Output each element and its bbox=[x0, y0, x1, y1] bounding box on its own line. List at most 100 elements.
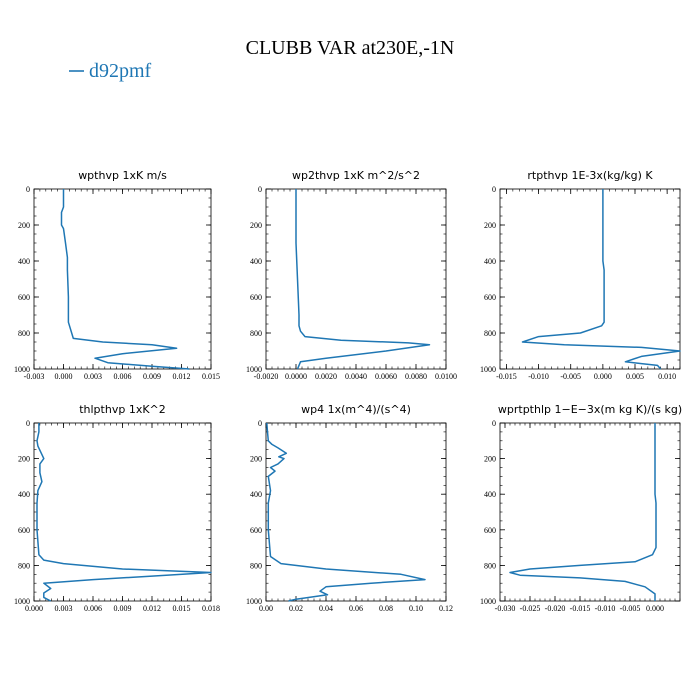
x-tick-label: 0.000 bbox=[646, 604, 664, 613]
x-tick-label: -0.015 bbox=[496, 372, 517, 381]
x-tick-label: 0.0060 bbox=[375, 372, 397, 381]
y-tick-label: 400 bbox=[484, 257, 496, 266]
x-tick-label: 0.10 bbox=[409, 604, 423, 613]
y-tick-label: 0 bbox=[492, 419, 496, 428]
y-tick-label: 600 bbox=[250, 526, 262, 535]
legend-label: d92pmf bbox=[89, 60, 152, 82]
x-tick-label: -0.015 bbox=[570, 604, 591, 613]
x-tick-label: 0.015 bbox=[173, 604, 191, 613]
series-line bbox=[295, 189, 431, 370]
x-tick-label: 0.006 bbox=[114, 372, 132, 381]
x-tick-label: 0.12 bbox=[439, 604, 453, 613]
y-tick-label: 400 bbox=[484, 490, 496, 499]
y-tick-label: 0 bbox=[258, 185, 262, 194]
subplot-4: thlpthvp 1xK^2 0.000 0.003 0.006 0.009 0.012 0… bbox=[14, 403, 220, 613]
y-tick-label: 600 bbox=[484, 293, 496, 302]
x-tick-label: 0.005 bbox=[626, 372, 644, 381]
x-tick-label: -0.0020 bbox=[254, 372, 279, 381]
y-tick-label: 0 bbox=[258, 419, 262, 428]
y-tick-label: 800 bbox=[18, 329, 30, 338]
series-line bbox=[36, 423, 212, 602]
y-tick-label: 0 bbox=[492, 185, 496, 194]
x-tick-label: -0.003 bbox=[24, 372, 45, 381]
series-line bbox=[60, 189, 190, 370]
y-tick-label: 1000 bbox=[14, 365, 30, 374]
y-tick-label: 600 bbox=[484, 526, 496, 535]
y-tick-label: 0 bbox=[26, 419, 30, 428]
y-tick-label: 1000 bbox=[246, 597, 262, 606]
x-tick-label: 0.04 bbox=[319, 604, 333, 613]
y-tick-label: 200 bbox=[484, 455, 496, 464]
x-tick-label: -0.030 bbox=[495, 604, 516, 613]
x-tick-label: 0.0100 bbox=[435, 372, 457, 381]
subplot-2: wp2thvp 1xK m^2/s^2 -0.0020 0.0000 0.0020 0.… bbox=[246, 169, 457, 381]
y-tick-label: 200 bbox=[250, 455, 262, 464]
y-tick-label: 800 bbox=[484, 329, 496, 338]
x-tick-label: 0.006 bbox=[84, 604, 102, 613]
subplot-1: wpthvp 1xK m/s -0.003 0.000 0.003 0.006 0.009… bbox=[14, 169, 220, 381]
x-tick-label: 0.02 bbox=[289, 604, 303, 613]
y-tick-label: 1000 bbox=[246, 365, 262, 374]
subplot-title: rtpthvp 1E-3x(kg/kg) K bbox=[527, 169, 653, 182]
x-tick-label: 0.009 bbox=[114, 604, 132, 613]
subplot-title: wprtpthlp 1−E−3x(m kg K)/(s kg) bbox=[498, 403, 682, 416]
y-tick-label: 400 bbox=[18, 490, 30, 499]
figure-title: CLUBB VAR at230E,-1N bbox=[246, 37, 455, 59]
x-tick-label: -0.020 bbox=[545, 604, 566, 613]
x-tick-label: 0.003 bbox=[84, 372, 102, 381]
x-tick-label: 0.009 bbox=[143, 372, 161, 381]
x-tick-label: -0.005 bbox=[560, 372, 581, 381]
x-tick-label: 0.0000 bbox=[285, 372, 307, 381]
y-tick-label: 1000 bbox=[480, 365, 496, 374]
x-tick-label: 0.012 bbox=[173, 372, 191, 381]
y-tick-label: 400 bbox=[250, 257, 262, 266]
y-tick-label: 800 bbox=[18, 561, 30, 570]
x-tick-label: 0.00 bbox=[259, 604, 273, 613]
y-tick-label: 800 bbox=[484, 561, 496, 570]
subplot-grid: wpthvp 1xK m/s-0.003 0.000 0.003 0.006 0.009… bbox=[14, 169, 682, 613]
series-line bbox=[509, 423, 657, 601]
subplot-title: wpthvp 1xK m/s bbox=[78, 169, 167, 182]
x-tick-label: 0.000 bbox=[594, 372, 612, 381]
y-tick-label: 600 bbox=[18, 293, 30, 302]
y-tick-label: 600 bbox=[18, 526, 30, 535]
y-tick-label: 1000 bbox=[14, 597, 30, 606]
subplot-title: wp4 1x(m^4)/(s^4) bbox=[301, 403, 411, 416]
x-tick-label: 0.08 bbox=[379, 604, 393, 613]
x-tick-label: 0.018 bbox=[202, 604, 220, 613]
subplot-title: wp2thvp 1xK m^2/s^2 bbox=[292, 169, 420, 182]
y-tick-label: 400 bbox=[250, 490, 262, 499]
y-tick-label: 200 bbox=[250, 221, 262, 230]
x-tick-label: 0.0020 bbox=[315, 372, 337, 381]
x-tick-label: 0.012 bbox=[143, 604, 161, 613]
series-line bbox=[266, 422, 426, 602]
y-tick-label: 200 bbox=[18, 221, 30, 230]
y-tick-label: 800 bbox=[250, 329, 262, 338]
y-tick-label: 200 bbox=[18, 455, 30, 464]
y-tick-label: 0 bbox=[26, 185, 30, 194]
x-tick-label: 0.0080 bbox=[405, 372, 427, 381]
x-tick-label: 0.06 bbox=[349, 604, 363, 613]
x-tick-label: -0.005 bbox=[620, 604, 641, 613]
x-tick-label: 0.000 bbox=[55, 372, 73, 381]
subplot-6: wprtpthlp 1−E−3x(m kg K)/(s kg) -0.030 -0.… bbox=[480, 403, 682, 613]
y-tick-label: 800 bbox=[250, 561, 262, 570]
x-tick-label: 0.010 bbox=[658, 372, 676, 381]
x-tick-label: 0.0040 bbox=[345, 372, 367, 381]
x-tick-label: 0.000 bbox=[25, 604, 43, 613]
x-tick-label: -0.010 bbox=[528, 372, 549, 381]
series-line bbox=[521, 189, 681, 370]
x-tick-label: 0.003 bbox=[55, 604, 73, 613]
subplot-3: rtpthvp 1E-3x(kg/kg) K -0.015 -0.010 -0.005… bbox=[480, 169, 681, 381]
y-tick-label: 400 bbox=[18, 257, 30, 266]
x-tick-label: -0.010 bbox=[595, 604, 616, 613]
y-tick-label: 1000 bbox=[480, 597, 496, 606]
x-tick-label: -0.025 bbox=[520, 604, 541, 613]
subplot-title: thlpthvp 1xK^2 bbox=[79, 403, 166, 416]
y-tick-label: 600 bbox=[250, 293, 262, 302]
y-tick-label: 200 bbox=[484, 221, 496, 230]
subplot-5: wp4 1x(m^4)/(s^4) 0.00 0.02 0.04 0.06 0.08 0.1… bbox=[246, 403, 453, 613]
x-tick-label: 0.015 bbox=[202, 372, 220, 381]
